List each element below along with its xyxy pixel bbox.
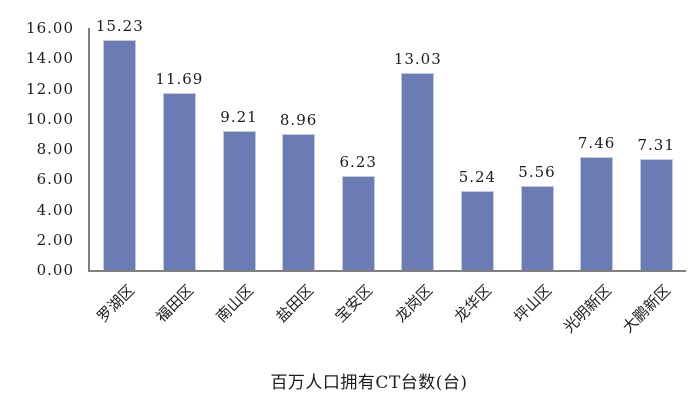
x-category-label: 龙岗区 — [391, 281, 436, 326]
bar-value-label: 8.96 — [279, 111, 318, 130]
bar-value-label: 13.03 — [393, 49, 442, 68]
bar — [401, 72, 435, 270]
bar-value-label: 6.23 — [339, 152, 377, 171]
bar — [580, 157, 614, 270]
y-tick-label: 14.00 — [26, 49, 74, 68]
bar — [341, 175, 375, 270]
bar-value-label: 5.56 — [518, 162, 556, 181]
y-tick-label: 0.00 — [36, 261, 74, 279]
bar — [639, 159, 673, 270]
x-category-label: 龙华区 — [450, 281, 496, 326]
y-axis-line — [88, 28, 90, 272]
y-tick-label: 2.00 — [36, 230, 74, 249]
chart-title: 百万人口拥有CT台数(台) — [270, 373, 468, 393]
bar — [162, 93, 196, 270]
x-category-label: 坪山区 — [510, 281, 556, 326]
y-tick-label: 10.00 — [26, 109, 74, 128]
bar — [460, 190, 494, 270]
bar-value-label: 7.31 — [637, 136, 675, 155]
y-tick-label: 12.00 — [26, 79, 74, 98]
bar — [103, 39, 137, 270]
bar-value-label: 15.23 — [95, 16, 144, 35]
x-axis-line — [88, 270, 686, 272]
bar — [282, 134, 316, 270]
x-category-label: 南山区 — [212, 281, 258, 326]
bar-value-label: 5.24 — [458, 167, 497, 186]
bar-value-label: 7.46 — [577, 134, 616, 153]
x-category-label: 光明新区 — [559, 281, 615, 337]
bar — [520, 185, 554, 270]
x-category-label: 大鹏新区 — [619, 281, 675, 337]
y-tick-label: 4.00 — [36, 200, 74, 219]
bar-value-label: 9.21 — [220, 107, 258, 126]
bar-value-label: 11.69 — [155, 70, 204, 89]
x-category-label: 罗湖区 — [93, 281, 138, 326]
y-tick-label: 6.00 — [36, 170, 74, 189]
x-category-label: 宝安区 — [331, 281, 377, 326]
y-tick-label: 16.00 — [26, 19, 74, 37]
x-category-label: 福田区 — [152, 281, 198, 326]
bar — [222, 130, 256, 270]
x-category-label: 盐田区 — [272, 281, 317, 326]
y-tick-label: 8.00 — [36, 140, 74, 158]
